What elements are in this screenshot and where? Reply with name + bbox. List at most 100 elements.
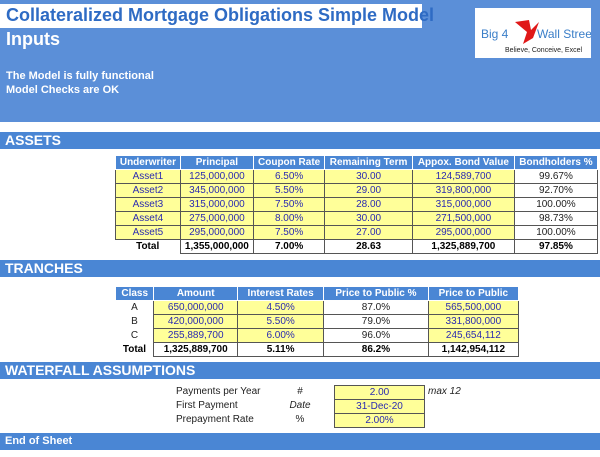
- value-cell: A: [131, 302, 138, 314]
- total-cell: 5.11%: [236, 342, 325, 357]
- input-cell[interactable]: 27.00: [324, 225, 413, 240]
- input-cell[interactable]: 275,000,000: [179, 211, 254, 226]
- input-cell[interactable]: 6.50%: [252, 169, 326, 184]
- input-cell[interactable]: 6.00%: [236, 328, 325, 343]
- input-cell[interactable]: 245,654,112: [427, 328, 520, 343]
- input-cell[interactable]: 125,000,000: [179, 169, 254, 184]
- column-header: Price to Public %: [323, 286, 429, 301]
- input-cell[interactable]: 30.00: [324, 211, 413, 226]
- input-cell[interactable]: 345,000,000: [179, 183, 254, 198]
- assumption-input[interactable]: 2.00%: [334, 413, 425, 428]
- input-cell[interactable]: Asset3: [115, 197, 181, 212]
- assumption-unit: %: [295, 414, 305, 425]
- column-header: Bondholders %: [513, 155, 599, 170]
- svg-text:Wall Street: Wall Street: [537, 27, 591, 41]
- input-cell[interactable]: 565,500,000: [427, 300, 520, 315]
- column-header: Appox. Bond Value: [411, 155, 515, 170]
- title-box: [0, 4, 422, 28]
- input-cell[interactable]: 5.50%: [252, 183, 326, 198]
- assumption-input[interactable]: 2.00: [334, 385, 425, 400]
- tranches-table: Class Amount Interest Rates Price to Public…: [114, 286, 520, 357]
- input-cell[interactable]: 255,889,700: [153, 328, 238, 343]
- svg-text:Believe, Conceive, Excel: Believe, Conceive, Excel: [505, 47, 582, 54]
- value-cell: 99.67%: [513, 169, 599, 184]
- table-row: Asset2 345,000,000 5.50% 29.00 319,800,000 92…: [115, 183, 599, 198]
- value-cell: 96.0%: [323, 328, 429, 343]
- total-row: Total 1,325,889,700 5.11% 86.2% 1,142,954,11…: [116, 342, 520, 357]
- assets-table: Underwriter Principal Coupon Rate Remaining…: [115, 155, 599, 254]
- section-tranches: TRANCHES: [0, 260, 600, 277]
- value-cell: 98.73%: [513, 211, 599, 226]
- input-cell[interactable]: 315,000,000: [411, 197, 515, 212]
- assumption-label: First Payment: [176, 400, 238, 411]
- input-cell[interactable]: 315,000,000: [179, 197, 254, 212]
- value-cell: B: [131, 316, 138, 327]
- assumption-label: Prepayment Rate: [176, 414, 254, 425]
- value-cell: 79.0%: [323, 314, 429, 329]
- total-cell: 1,325,889,700: [411, 239, 515, 254]
- table-row: Asset4 275,000,000 8.00% 30.00 271,500,000 98…: [115, 211, 599, 226]
- input-cell[interactable]: 7.50%: [252, 197, 326, 212]
- input-cell[interactable]: 319,800,000: [411, 183, 515, 198]
- column-header: Class: [114, 286, 155, 301]
- input-cell[interactable]: 7.50%: [252, 225, 326, 240]
- logo: Big 4 Wall Street Believe, Conceive, Exc…: [475, 8, 596, 58]
- table-row: Asset5 295,000,000 7.50% 27.00 295,000,000 10…: [115, 225, 599, 240]
- column-header: Remaining Term: [324, 155, 413, 170]
- total-cell: 1,142,954,112: [427, 342, 520, 357]
- input-cell[interactable]: 8.00%: [252, 211, 326, 226]
- input-cell[interactable]: Asset1: [115, 169, 181, 184]
- section-waterfall: WATERFALL ASSUMPTIONS: [0, 362, 600, 379]
- input-cell[interactable]: Asset5: [115, 225, 181, 240]
- page-title: Collateralized Mortgage Obligations Simp…: [6, 5, 435, 25]
- status-checks: Model Checks are OK: [6, 84, 120, 96]
- input-cell[interactable]: Asset4: [115, 211, 181, 226]
- status-functional: The Model is fully functional: [6, 70, 154, 82]
- section-end: End of Sheet: [0, 433, 600, 450]
- input-cell[interactable]: 124,589,700: [411, 169, 515, 184]
- input-cell[interactable]: 420,000,000: [153, 314, 238, 329]
- column-header: Interest Rates: [236, 286, 325, 301]
- svg-text:Big 4: Big 4: [481, 27, 509, 41]
- assumption-unit: Date: [289, 400, 311, 411]
- input-cell[interactable]: 271,500,000: [411, 211, 515, 226]
- total-cell: 97.85%: [513, 239, 599, 254]
- input-cell[interactable]: 5.50%: [236, 314, 325, 329]
- column-header: Principal: [179, 155, 254, 170]
- assumption-unit: #: [297, 386, 303, 397]
- input-cell[interactable]: 295,000,000: [411, 225, 515, 240]
- value-cell: C: [130, 330, 139, 341]
- eagle-logo-icon: Big 4 Wall Street Believe, Conceive, Exc…: [481, 20, 596, 54]
- input-cell[interactable]: 4.50%: [236, 300, 325, 315]
- input-cell[interactable]: 295,000,000: [179, 225, 254, 240]
- column-header: Underwriter: [115, 155, 181, 170]
- input-cell[interactable]: 29.00: [324, 183, 413, 198]
- value-cell: 100.00%: [513, 197, 599, 212]
- table-row: A 650,000,000 4.50% 87.0% 565,500,000: [116, 300, 520, 315]
- table-row: Asset1 125,000,000 6.50% 30.00 124,589,700 99…: [115, 169, 599, 184]
- page-subtitle: Inputs: [6, 29, 60, 49]
- total-cell: 28.63: [324, 239, 413, 254]
- assumption-note: max 12: [428, 386, 461, 397]
- input-cell[interactable]: 331,800,000: [427, 314, 520, 329]
- table-row: B 420,000,000 5.50% 79.0% 331,800,000: [116, 314, 520, 329]
- total-cell: 86.2%: [323, 342, 429, 357]
- total-cell: 1,355,000,000: [179, 239, 254, 254]
- input-cell[interactable]: 650,000,000: [153, 300, 238, 315]
- column-header: Amount: [153, 286, 238, 301]
- total-cell: Total: [136, 241, 160, 253]
- column-header: Price to Public: [427, 286, 520, 301]
- total-cell: 7.00%: [252, 239, 326, 254]
- value-cell: 87.0%: [323, 300, 429, 315]
- column-header: Coupon Rate: [252, 155, 326, 170]
- table-row: Asset3 315,000,000 7.50% 28.00 315,000,000 10…: [115, 197, 599, 212]
- section-assets: ASSETS: [0, 132, 600, 149]
- input-cell[interactable]: 30.00: [324, 169, 413, 184]
- assumption-input[interactable]: 31-Dec-20: [334, 399, 425, 414]
- value-cell: 100.00%: [513, 225, 599, 240]
- input-cell[interactable]: Asset2: [115, 183, 181, 198]
- total-cell: Total: [122, 344, 147, 355]
- total-row: Total 1,355,000,000 7.00% 28.63 1,325,889,70…: [116, 239, 599, 254]
- value-cell: 92.70%: [513, 183, 599, 198]
- input-cell[interactable]: 28.00: [324, 197, 413, 212]
